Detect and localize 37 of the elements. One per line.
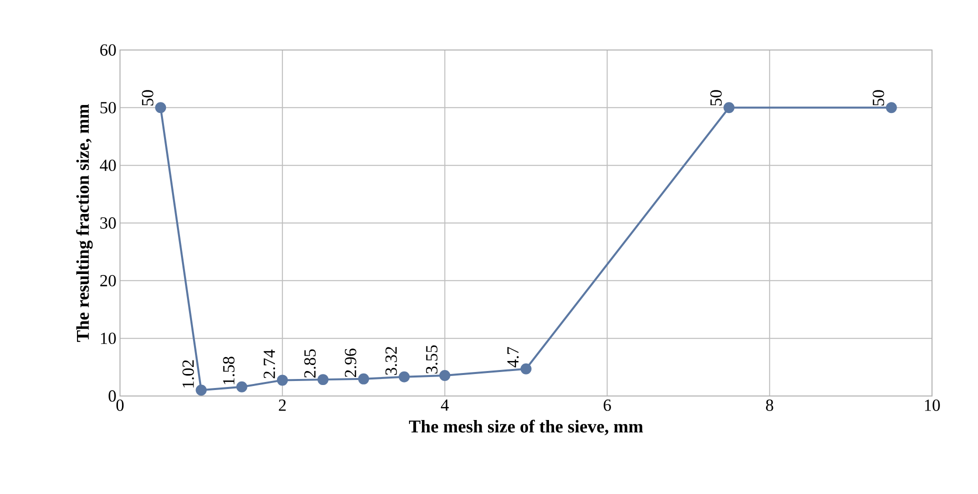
x-tick-label: 6 [604, 400, 611, 411]
point [724, 102, 735, 114]
data-label: 4.7 [507, 347, 519, 368]
point [439, 370, 450, 382]
y-axis-title: The resulting fraction size, mm [76, 104, 93, 342]
point [358, 373, 370, 384]
x-tick-label: 8 [766, 400, 774, 411]
data-label: 1.02 [182, 360, 194, 388]
point [196, 384, 207, 396]
x-tick-label: 10 [925, 400, 940, 411]
y-tick-label: 30 [100, 217, 116, 229]
point [276, 374, 288, 386]
data-label: 1.58 [223, 356, 235, 384]
data-label: 3.32 [385, 346, 397, 375]
data-label: 50 [710, 90, 722, 106]
y-tick-label: 10 [101, 332, 116, 344]
x-tick-label: 4 [440, 400, 449, 411]
x-tick-label: 0 [116, 400, 124, 411]
data-label: 50 [872, 90, 884, 106]
x-tick-label: 2 [278, 400, 286, 411]
y-tick-label: 0 [108, 390, 116, 402]
point [236, 381, 248, 392]
x-axis-title: The mesh size of the sieve, mm [409, 420, 643, 436]
y-tick-label: 50 [100, 102, 116, 114]
point [155, 102, 166, 114]
point [398, 371, 410, 382]
y-tick-label: 40 [100, 160, 116, 172]
y-tick-label: 20 [100, 274, 116, 286]
data-label: 2.85 [304, 349, 316, 378]
data-label: 3.55 [426, 345, 438, 374]
data-label: 50 [142, 90, 154, 106]
point [520, 363, 532, 374]
point [886, 102, 897, 114]
data-label: 2.74 [264, 350, 276, 378]
y-tick-label: 60 [100, 44, 116, 56]
data-label: 2.96 [344, 348, 356, 377]
point [318, 374, 329, 386]
